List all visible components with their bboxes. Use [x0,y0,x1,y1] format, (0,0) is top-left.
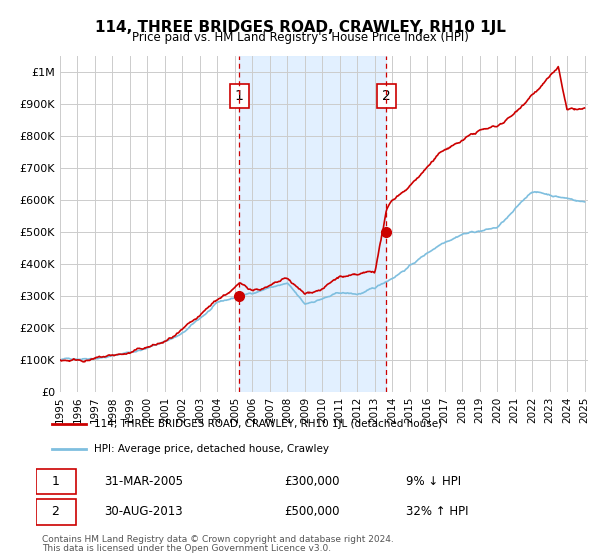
Text: 1: 1 [235,90,244,104]
Text: 31-MAR-2005: 31-MAR-2005 [104,475,184,488]
Text: Contains HM Land Registry data © Crown copyright and database right 2024.: Contains HM Land Registry data © Crown c… [42,535,394,544]
FancyBboxPatch shape [36,499,76,525]
Text: 1: 1 [52,475,59,488]
Text: HPI: Average price, detached house, Crawley: HPI: Average price, detached house, Craw… [94,445,329,454]
Bar [239,56,386,392]
Text: Price paid vs. HM Land Registry's House Price Index (HPI): Price paid vs. HM Land Registry's House … [131,31,469,44]
Text: 30-AUG-2013: 30-AUG-2013 [104,505,183,519]
Text: 2: 2 [52,505,59,519]
Text: 114, THREE BRIDGES ROAD, CRAWLEY, RH10 1JL: 114, THREE BRIDGES ROAD, CRAWLEY, RH10 1… [95,20,505,35]
Text: 114, THREE BRIDGES ROAD, CRAWLEY, RH10 1JL (detached house): 114, THREE BRIDGES ROAD, CRAWLEY, RH10 1… [94,419,442,429]
Text: £500,000: £500,000 [284,505,340,519]
Text: £300,000: £300,000 [284,475,340,488]
Text: This data is licensed under the Open Government Licence v3.0.: This data is licensed under the Open Gov… [42,544,331,553]
Text: 32% ↑ HPI: 32% ↑ HPI [406,505,468,519]
Text: 9% ↓ HPI: 9% ↓ HPI [406,475,461,488]
FancyBboxPatch shape [36,469,76,494]
Text: 2: 2 [382,90,391,104]
